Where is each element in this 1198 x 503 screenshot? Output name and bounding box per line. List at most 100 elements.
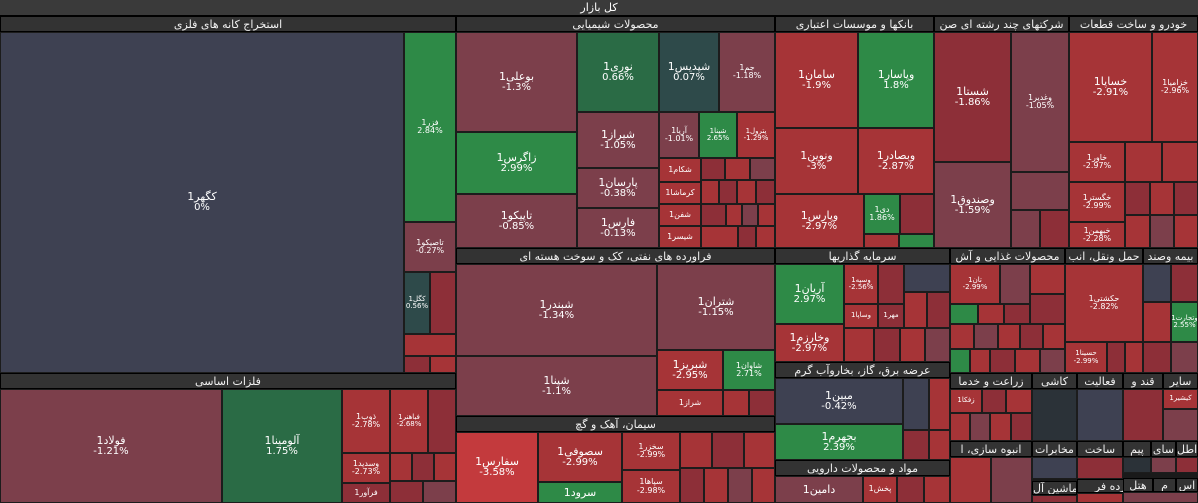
stock-tile[interactable] bbox=[750, 158, 775, 180]
sector-header-sugar[interactable]: قند و bbox=[1123, 373, 1163, 389]
stock-tile[interactable] bbox=[998, 324, 1020, 349]
sector-header-pharma[interactable]: مواد و محصولات دارویی bbox=[775, 460, 950, 476]
stock-tile[interactable]: وسدید1 -2.73% bbox=[342, 453, 390, 483]
stock-tile[interactable] bbox=[1143, 342, 1171, 373]
stock-tile[interactable] bbox=[1032, 495, 1077, 503]
stock-tile[interactable] bbox=[874, 328, 900, 362]
stock-tile[interactable] bbox=[737, 180, 756, 204]
sector-header-s[interactable]: اس bbox=[1176, 478, 1198, 492]
stock-tile[interactable] bbox=[738, 226, 756, 248]
stock-tile[interactable]: بوعلی1 -1.3% bbox=[456, 32, 577, 132]
stock-tile[interactable] bbox=[844, 328, 874, 362]
stock-tile[interactable]: شاوان1 2.71% bbox=[723, 350, 775, 390]
stock-tile[interactable]: سصوفی1 -2.99% bbox=[538, 432, 622, 482]
stock-tile[interactable] bbox=[991, 457, 1032, 503]
stock-tile[interactable]: جم1 -1.18% bbox=[719, 32, 775, 112]
stock-tile[interactable] bbox=[982, 389, 1006, 413]
stock-tile[interactable] bbox=[744, 432, 775, 468]
stock-tile[interactable] bbox=[390, 481, 423, 503]
stock-tile[interactable] bbox=[1171, 264, 1198, 302]
stock-tile[interactable] bbox=[726, 204, 742, 226]
sector-header-bank[interactable]: بانکها و موسسات اعتباری bbox=[775, 16, 934, 32]
stock-tile[interactable]: خگستر1 -2.99% bbox=[1069, 182, 1125, 222]
stock-tile[interactable]: کگهر1 0% bbox=[0, 32, 404, 373]
stock-tile[interactable]: وغدیر1 -1.05% bbox=[1011, 32, 1069, 172]
stock-tile[interactable] bbox=[701, 158, 725, 180]
stock-tile[interactable]: وتجارت1 2.55% bbox=[1171, 302, 1198, 342]
stock-tile[interactable]: آلومینا1 1.75% bbox=[222, 389, 342, 503]
stock-tile[interactable]: وپاسار1 1.8% bbox=[858, 32, 934, 128]
stock-tile[interactable] bbox=[430, 272, 456, 334]
sector-header-transport[interactable]: حمل ونقل، انب bbox=[1065, 248, 1143, 264]
stock-tile[interactable] bbox=[1123, 492, 1198, 503]
stock-tile[interactable] bbox=[1125, 342, 1143, 373]
sector-header-other[interactable]: سایر bbox=[1163, 373, 1198, 389]
sector-header-basic-metals[interactable]: فلزات اساسی bbox=[0, 373, 456, 389]
stock-tile[interactable] bbox=[1174, 215, 1198, 248]
stock-tile[interactable]: مبین1 -0.42% bbox=[775, 378, 903, 424]
stock-tile[interactable] bbox=[878, 264, 904, 304]
stock-tile[interactable] bbox=[723, 390, 749, 416]
stock-tile[interactable] bbox=[1150, 182, 1174, 215]
stock-tile[interactable] bbox=[1040, 210, 1069, 248]
stock-tile[interactable] bbox=[728, 468, 752, 503]
stock-tile[interactable] bbox=[701, 226, 738, 248]
stock-tile[interactable]: سفارس1 -3.58% bbox=[456, 432, 538, 503]
stock-tile[interactable] bbox=[412, 453, 434, 481]
stock-tile[interactable] bbox=[1043, 324, 1065, 349]
sector-header-build[interactable]: ساخت bbox=[1077, 441, 1123, 457]
stock-tile[interactable]: شپنا1 2.65% bbox=[699, 112, 737, 158]
stock-tile[interactable]: وبصادر1 -2.87% bbox=[858, 128, 934, 194]
stock-tile[interactable]: کرماشا1 bbox=[659, 182, 701, 204]
stock-tile[interactable] bbox=[742, 204, 758, 226]
stock-tile[interactable]: سخزر1 -2.99% bbox=[622, 432, 680, 470]
stock-tile[interactable] bbox=[1123, 389, 1163, 441]
stock-tile[interactable]: خزامیا1 -2.96% bbox=[1152, 32, 1198, 142]
stock-tile[interactable] bbox=[1020, 324, 1043, 349]
stock-tile[interactable]: شیسر1 bbox=[659, 226, 701, 248]
stock-tile[interactable] bbox=[899, 234, 934, 248]
stock-tile[interactable] bbox=[1032, 389, 1077, 441]
stock-tile[interactable]: آریا1 -1.01% bbox=[659, 112, 699, 158]
stock-tile[interactable] bbox=[900, 328, 925, 362]
stock-tile[interactable] bbox=[1171, 342, 1198, 373]
stock-tile[interactable]: تان1 -2.99% bbox=[950, 264, 1000, 304]
stock-tile[interactable]: شفن1 bbox=[659, 204, 701, 226]
stock-tile[interactable] bbox=[719, 180, 737, 204]
stock-tile[interactable] bbox=[752, 468, 775, 503]
stock-tile[interactable]: شپدیس1 0.07% bbox=[659, 32, 719, 112]
stock-tile[interactable]: شتران1 -1.15% bbox=[657, 264, 775, 350]
stock-tile[interactable]: حسینا1 -2.99% bbox=[1065, 342, 1107, 373]
stock-tile[interactable] bbox=[927, 292, 950, 328]
sector-header-auto[interactable]: خودرو و ساخت قطعات bbox=[1069, 16, 1198, 32]
sector-header-tile[interactable]: کاشی bbox=[1032, 373, 1077, 389]
stock-tile[interactable] bbox=[725, 158, 750, 180]
stock-tile[interactable] bbox=[1125, 182, 1150, 215]
stock-tile[interactable] bbox=[950, 413, 970, 441]
stock-tile[interactable] bbox=[1123, 457, 1151, 473]
sector-header-oil[interactable]: فراورده های نفتی، کک و سوخت هسته ای bbox=[456, 248, 775, 264]
stock-tile[interactable]: کیشیر1 bbox=[1163, 389, 1198, 409]
stock-tile[interactable] bbox=[903, 378, 929, 430]
stock-tile[interactable] bbox=[950, 349, 970, 373]
sector-header-hotel[interactable]: هتل bbox=[1123, 478, 1153, 492]
stock-tile[interactable] bbox=[390, 453, 412, 481]
stock-tile[interactable] bbox=[1151, 457, 1176, 473]
stock-tile[interactable] bbox=[1077, 493, 1123, 503]
stock-tile[interactable] bbox=[1030, 294, 1065, 324]
stock-tile[interactable] bbox=[404, 356, 430, 373]
stock-tile[interactable]: وپارس1 -2.97% bbox=[775, 194, 864, 248]
stock-tile[interactable] bbox=[1077, 457, 1123, 479]
stock-tile[interactable] bbox=[749, 390, 775, 416]
sector-header-power[interactable]: عرضه برق، گاز، بخاروآب گرم bbox=[775, 362, 950, 378]
stock-tile[interactable] bbox=[701, 180, 719, 204]
sector-header-cement[interactable]: سیمان، آهک و گچ bbox=[456, 416, 775, 432]
stock-tile[interactable]: سپاها1 -2.98% bbox=[622, 470, 680, 503]
stock-tile[interactable] bbox=[680, 432, 712, 468]
stock-tile[interactable] bbox=[1143, 264, 1171, 302]
sector-header-agri[interactable]: زراعت و خدما bbox=[950, 373, 1032, 389]
stock-tile[interactable]: پخش1 bbox=[863, 476, 897, 503]
stock-tile[interactable] bbox=[434, 453, 456, 481]
stock-tile[interactable] bbox=[1011, 413, 1032, 441]
stock-tile[interactable]: فارس1 -0.13% bbox=[577, 208, 659, 248]
